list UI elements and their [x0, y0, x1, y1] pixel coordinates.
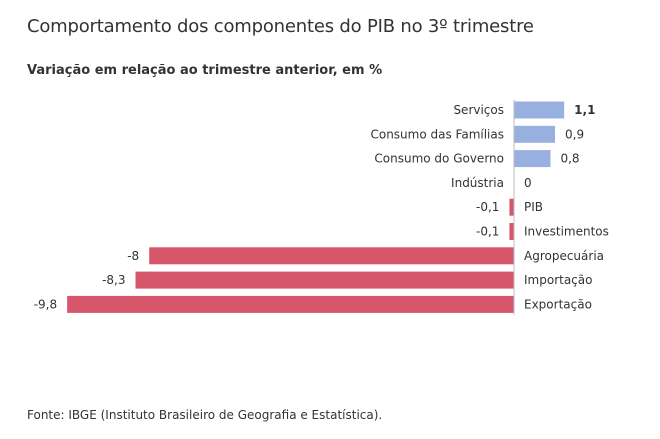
category-label-consumo-do-governo: Consumo do Governo	[374, 152, 504, 166]
category-label-agropecuaria: Agropecuária	[524, 249, 604, 263]
category-label-exportacao: Exportação	[524, 297, 592, 311]
category-label-importacao: Importação	[524, 273, 592, 287]
chart-subtitle: Variação em relação ao trimestre anterio…	[27, 63, 383, 78]
value-label-investimentos: -0,1	[476, 225, 499, 239]
bar-investimentos	[509, 223, 514, 240]
category-label-pib: PIB	[524, 200, 543, 214]
bar-consumo-do-governo	[514, 150, 551, 168]
category-label-industria: Indústria	[451, 176, 504, 190]
bar-consumo-das-familias	[514, 125, 556, 143]
chart-title: Comportamento dos componentes do PIB no …	[27, 16, 534, 37]
category-label-investimentos: Investimentos	[524, 225, 609, 239]
category-label-servicos: Serviços	[453, 103, 504, 117]
value-label-industria: 0	[524, 176, 532, 190]
bar-exportacao	[67, 295, 515, 313]
bar-agropecuaria	[149, 247, 514, 265]
bar-servicos	[514, 101, 565, 119]
value-label-servicos: 1,1	[574, 103, 595, 117]
source-note: Fonte: IBGE (Instituto Brasileiro de Geo…	[27, 408, 383, 422]
value-label-agropecuaria: -8	[127, 249, 139, 263]
value-label-consumo-das-familias: 0,9	[565, 127, 584, 141]
value-label-importacao: -8,3	[102, 273, 125, 287]
category-label-consumo-das-familias: Consumo das Famílias	[370, 127, 504, 141]
value-label-exportacao: -9,8	[34, 297, 57, 311]
bar-pib	[509, 198, 514, 216]
bar-importacao	[135, 271, 514, 289]
value-label-pib: -0,1	[476, 200, 499, 214]
value-label-consumo-do-governo: 0,8	[560, 152, 579, 166]
